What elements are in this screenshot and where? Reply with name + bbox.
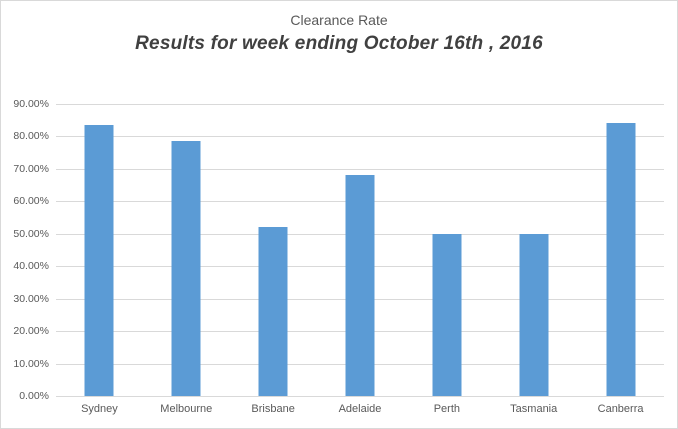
x-tick-label-tasmania: Tasmania (510, 403, 558, 415)
bar-adelaide (345, 175, 375, 396)
x-tick-label-brisbane: Brisbane (251, 403, 295, 415)
y-tick-label-40pct: 40.00% (13, 260, 49, 273)
y-axis: 0.00% 10.00% 20.00% 30.00% 40.00% 50.00% 60.00… (1, 98, 49, 402)
x-tick-label-perth: Perth (433, 403, 460, 415)
chart-title: Clearance Rate (290, 12, 388, 28)
bar-tasmania (519, 233, 549, 396)
gridline-80pct (56, 136, 664, 138)
y-tick-label-80pct: 80.00% (13, 130, 49, 143)
x-tick-label-melbourne: Melbourne (160, 403, 213, 415)
y-tick-label-90pct: 90.00% (13, 98, 49, 110)
y-tick-label-20pct: 20.00% (13, 325, 49, 338)
y-tick-label-70pct: 70.00% (13, 162, 49, 175)
plot-area (56, 104, 664, 397)
x-axis: Sydney Melbourne Brisbane Adelaide Perth Tasm… (56, 401, 664, 421)
bar-perth (432, 233, 462, 396)
y-tick-label-10pct: 10.00% (13, 357, 49, 370)
gridline-90pct (56, 104, 664, 105)
gridline-0pct (56, 396, 664, 397)
y-tick-label-0pct: 0.00% (19, 390, 49, 402)
bar-brisbane (258, 226, 288, 396)
x-tick-label-canberra: Canberra (597, 403, 644, 415)
y-tick-label-60pct: 60.00% (13, 195, 49, 208)
x-tick-label-adelaide: Adelaide (338, 403, 382, 415)
gridline-70pct (56, 168, 664, 170)
bar-melbourne (171, 141, 201, 396)
bar-sydney (84, 125, 114, 396)
bar-canberra (606, 123, 636, 396)
y-tick-label-50pct: 50.00% (13, 227, 49, 240)
x-tick-label-sydney: Sydney (81, 403, 118, 415)
chart-subtitle: Results for week ending October 16th , 2… (135, 33, 543, 54)
y-tick-label-30pct: 30.00% (13, 292, 49, 305)
